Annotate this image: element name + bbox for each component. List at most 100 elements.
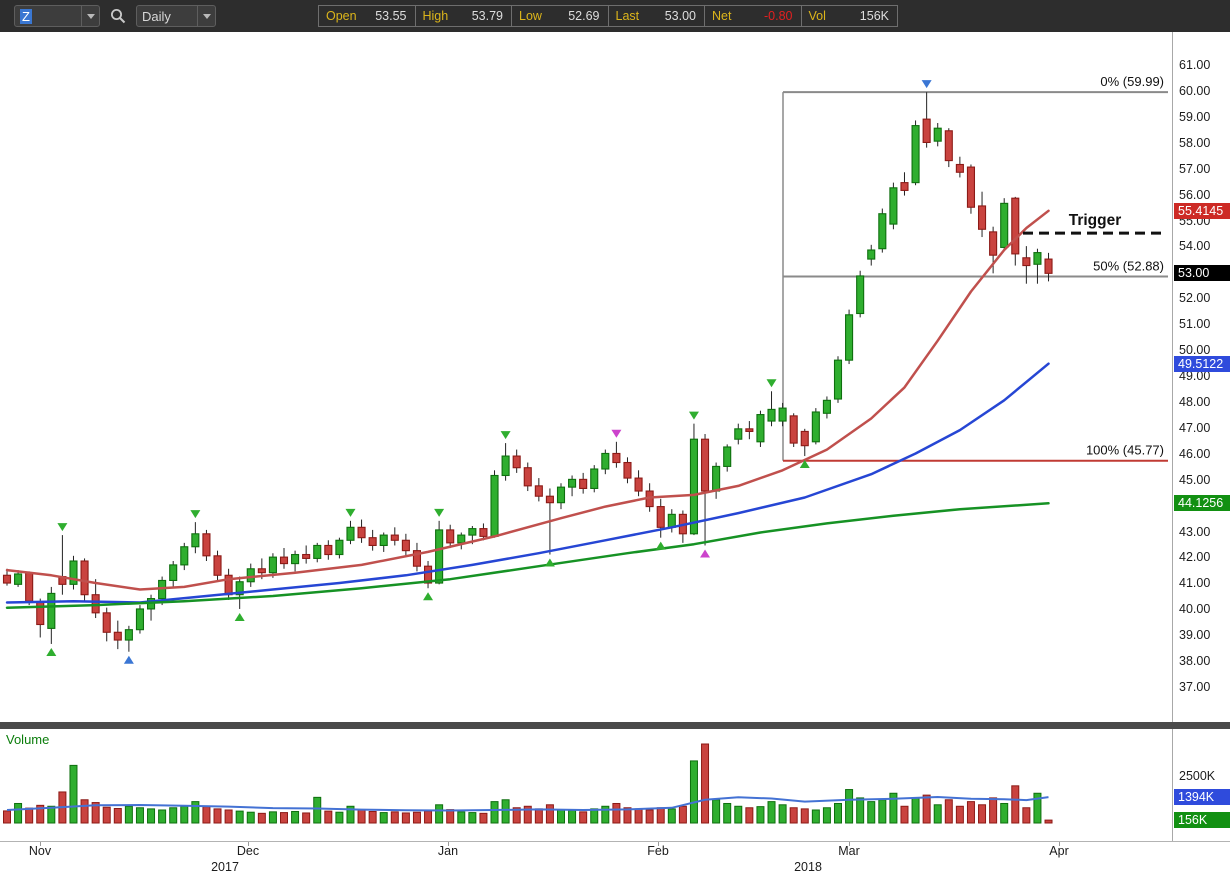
- volume-bar: [479, 812, 488, 824]
- last-value: 53.00: [664, 9, 696, 23]
- candle-body: [113, 631, 122, 641]
- candle-body: [911, 125, 920, 184]
- search-button[interactable]: [106, 5, 130, 27]
- volume-bar: [745, 807, 754, 824]
- panel-divider[interactable]: [0, 722, 1230, 729]
- candle-body: [933, 127, 942, 142]
- volume-bar: [246, 811, 255, 824]
- vol-label: Vol: [808, 9, 826, 23]
- candle-body: [124, 629, 133, 641]
- volume-bar: [1000, 802, 1009, 824]
- volume-bar: [25, 807, 34, 824]
- time-axis[interactable]: Nov Dec Jan Feb Mar Apr 2017 2018: [0, 841, 1230, 881]
- candle-body: [767, 408, 776, 422]
- volume-bar: [944, 799, 953, 824]
- volume-bar: [435, 804, 444, 824]
- price-badge: 53.00: [1174, 265, 1230, 282]
- volume-bar: [379, 812, 388, 824]
- volume-bar: [169, 807, 178, 824]
- volume-bar: [590, 808, 599, 824]
- volume-bar: [390, 811, 399, 824]
- candle-body: [335, 539, 344, 556]
- high-label: High: [422, 9, 449, 23]
- volume-bar: [158, 809, 167, 824]
- candle-body: [180, 546, 189, 566]
- volume-bar: [501, 799, 510, 824]
- volume-bar: [401, 812, 410, 824]
- symbol-input[interactable]: Z: [14, 5, 100, 27]
- candle-body: [423, 565, 433, 584]
- volume-bar: [922, 794, 931, 824]
- volume-bar: [468, 812, 477, 824]
- volume-bar: [667, 808, 676, 824]
- candle-body: [811, 411, 820, 443]
- candle-body: [523, 467, 532, 487]
- volume-bar: [280, 812, 288, 824]
- candle-body: [889, 187, 898, 225]
- marker-down-triangle: [57, 523, 68, 532]
- candle-body: [878, 213, 887, 250]
- net-label: Net: [712, 9, 732, 23]
- time-axis-tick: [248, 842, 249, 846]
- candle-body: [446, 529, 455, 544]
- marker-up-triangle: [544, 558, 555, 567]
- volume-bar: [933, 804, 942, 824]
- candle-body: [279, 556, 289, 565]
- candle-body: [623, 461, 632, 479]
- candle-body: [800, 430, 809, 447]
- chevron-down-icon: [86, 13, 95, 19]
- interval-value: Daily: [142, 8, 171, 24]
- price-axis-tick: 60.00: [1179, 83, 1211, 98]
- open-value: 53.55: [375, 9, 407, 23]
- interval-select[interactable]: Daily: [136, 5, 216, 27]
- volume-bar: [191, 801, 200, 824]
- symbol-dropdown-button[interactable]: [81, 6, 99, 26]
- price-badge: 49.5122: [1174, 355, 1230, 372]
- price-axis-tick: 40.00: [1179, 602, 1211, 617]
- marker-up-triangle: [123, 655, 134, 664]
- interval-dropdown-button[interactable]: [197, 6, 215, 26]
- candle-body: [47, 592, 56, 629]
- price-axis-tick: 37.00: [1179, 680, 1211, 694]
- marker-down-triangle: [688, 411, 699, 420]
- candle-body: [856, 275, 865, 315]
- volume-ma-blue: [6, 795, 1049, 812]
- volume-bar: [113, 808, 122, 824]
- price-axis-tick: 46.00: [1179, 446, 1211, 461]
- volume-bar: [545, 804, 554, 824]
- candle-body: [944, 130, 953, 162]
- candle-body: [191, 533, 200, 548]
- price-axis-tick: 41.00: [1179, 576, 1211, 591]
- volume-bar: [80, 799, 89, 824]
- candle-body: [977, 205, 987, 230]
- marker-up-triangle: [46, 647, 57, 656]
- volume-bar: [180, 805, 189, 824]
- candle-body: [291, 553, 300, 565]
- volume-bar: [47, 805, 56, 824]
- volume-bar: [102, 806, 111, 824]
- price-axis-tick: 50.00: [1179, 343, 1211, 358]
- volume-bar: [512, 807, 521, 824]
- volume-bar: [989, 797, 998, 824]
- net-value: -0.80: [764, 9, 793, 23]
- volume-bar: [302, 812, 311, 824]
- candle-body: [922, 118, 931, 144]
- candle-body: [966, 166, 976, 208]
- candle-body: [246, 568, 255, 583]
- volume-bar: [612, 802, 621, 824]
- candle-body: [634, 477, 643, 492]
- volume-bar: [202, 806, 211, 824]
- candle-body: [346, 526, 355, 541]
- volume-bar: [457, 811, 466, 824]
- candle-body: [789, 415, 798, 444]
- candle-body: [778, 407, 787, 422]
- volume-axis[interactable]: 2500K 1394K 156K: [1172, 729, 1230, 841]
- candle-body: [867, 249, 876, 260]
- quote-net: Net -0.80: [705, 6, 802, 26]
- volume-bar: [767, 801, 776, 824]
- price-chart-canvas[interactable]: 0% (59.99) 50% (52.88) 100% (45.77) Trigger: [0, 32, 1172, 722]
- price-axis[interactable]: 61.00 60.00 59.00 58.00 57.00 56.00 55.00 54.00…: [1172, 32, 1230, 722]
- volume-bar: [778, 804, 787, 824]
- volume-chart-canvas[interactable]: Volume: [0, 729, 1172, 841]
- month-label: Jan: [437, 844, 459, 858]
